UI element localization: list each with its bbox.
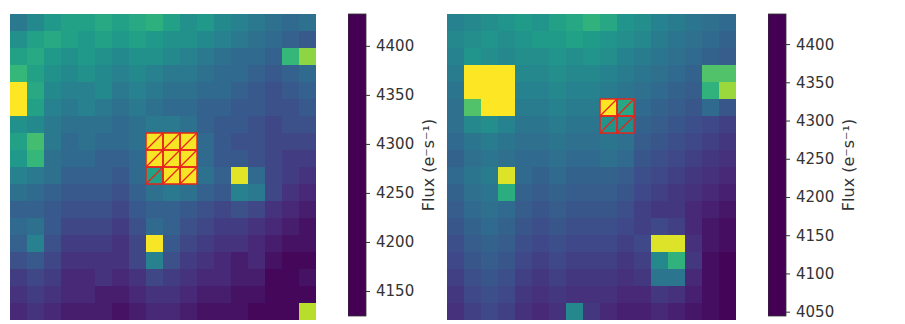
svg-text:4400: 4400 xyxy=(796,36,834,54)
svg-text:4350: 4350 xyxy=(796,74,834,92)
svg-text:Flux (e⁻s⁻¹): Flux (e⁻s⁻¹) xyxy=(419,119,438,211)
svg-text:4100: 4100 xyxy=(796,265,834,283)
svg-text:4200: 4200 xyxy=(796,188,834,206)
svg-text:4300: 4300 xyxy=(376,135,414,153)
svg-text:4300: 4300 xyxy=(796,112,834,130)
svg-text:Flux (e⁻s⁻¹): Flux (e⁻s⁻¹) xyxy=(839,119,858,211)
svg-text:4350: 4350 xyxy=(376,86,414,104)
svg-text:4150: 4150 xyxy=(796,227,834,245)
svg-text:4200: 4200 xyxy=(376,233,414,251)
svg-text:4050: 4050 xyxy=(796,303,834,321)
svg-text:4250: 4250 xyxy=(796,150,834,168)
svg-text:4250: 4250 xyxy=(376,184,414,202)
svg-text:4400: 4400 xyxy=(376,37,414,55)
svg-text:4150: 4150 xyxy=(376,282,414,300)
